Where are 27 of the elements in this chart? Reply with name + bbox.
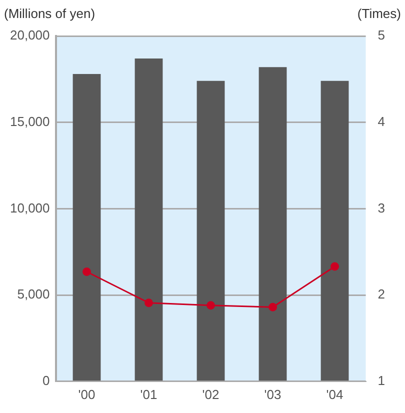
point — [206, 301, 216, 310]
y2-tick-label: 5 — [378, 28, 386, 43]
x-tick-label: '03 — [264, 386, 282, 402]
x-tick-label: '00 — [78, 386, 96, 402]
y2-axis-title: (Times) — [357, 6, 401, 21]
y-axis-title: (Millions of yen) — [4, 6, 96, 21]
y2-tick-label: 3 — [378, 200, 386, 216]
x-tick-label: '04 — [326, 386, 344, 402]
point — [330, 262, 340, 271]
bar — [72, 74, 101, 381]
bar — [320, 80, 349, 381]
y2-tick-label: 1 — [378, 372, 386, 388]
y-tick-label: 5,000 — [17, 286, 50, 302]
bar — [134, 58, 163, 381]
bar — [196, 80, 225, 381]
point — [268, 302, 278, 312]
y2-tick-label: 2 — [378, 286, 386, 302]
y-tick-label: 15,000 — [10, 114, 50, 129]
y2-tick-label: 4 — [378, 114, 386, 129]
x-tick-label: '01 — [140, 386, 158, 402]
bar — [258, 67, 287, 381]
y-tick-label: 20,000 — [10, 28, 50, 43]
x-tick-label: '02 — [202, 386, 220, 402]
y-tick-label: 0 — [42, 372, 50, 388]
point — [82, 267, 92, 276]
point — [144, 298, 154, 308]
y-tick-label: 10,000 — [10, 200, 50, 216]
